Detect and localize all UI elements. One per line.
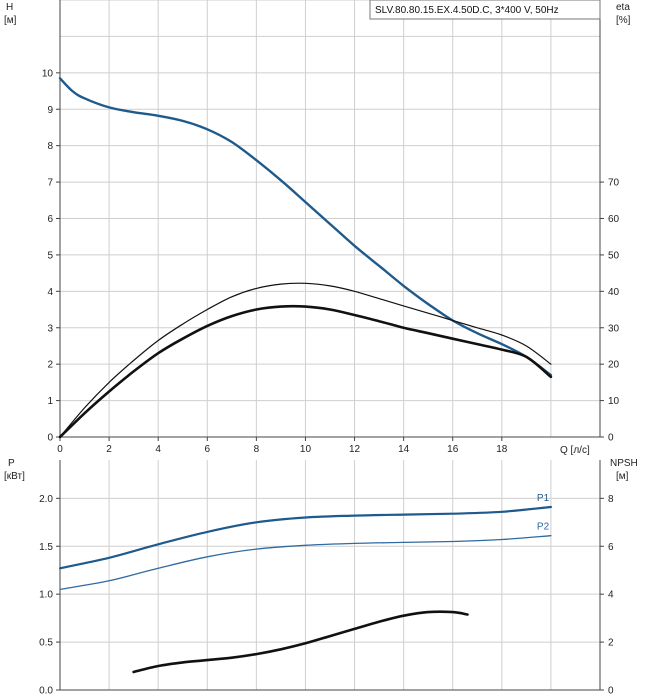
y-tick-label: 1.0 [39,590,53,601]
x-tick-label: 4 [155,444,161,455]
y2-tick-label: 70 [608,178,620,189]
title-box [369,0,601,20]
y-tick-label: 5 [47,250,53,261]
y-tick-label: 8 [47,141,53,152]
series-eta2-line [58,304,553,439]
series-p2-label: P2 [537,522,550,533]
power-npsh-chart: 0.0 0.5 1.0 1.5 2.0 0 2 4 6 8 P1 P2 P [кВт] NPSH [… [4,458,638,697]
bottom-grid [59,460,601,691]
y-tick-label: 1.5 [39,542,53,553]
x-tick-label: 0 [57,444,63,455]
top-series [58,77,553,439]
eta-axis-label: eta [616,2,630,13]
y2-tick-label: 40 [608,287,620,298]
y-tick-label: 0.0 [39,686,53,697]
y-tick-label: 2.0 [39,494,53,505]
y-tick-label: 10 [42,68,54,79]
y-tick-label: 1 [47,396,53,407]
y2-tick-label: 4 [608,590,614,601]
series-p1-line [58,505,552,570]
y-tick-label: 9 [47,105,53,116]
series-h-line [58,77,553,377]
y2-tick-label: 20 [608,360,620,371]
y2-tick-label: 10 [608,396,620,407]
series-eta1-line [59,282,552,438]
y-tick-label: 0 [47,433,53,444]
y2-tick-label: 0 [608,686,614,697]
npsh-axis-label: NPSH [610,458,638,469]
h-axis-unit: [м] [4,15,17,26]
y-tick-label: 3 [47,323,53,334]
y2-tick-label: 2 [608,638,614,649]
p-axis-label: P [8,458,15,469]
y2-tick-label: 6 [608,542,614,553]
x-tick-label: 18 [496,444,508,455]
p-axis-unit: [кВт] [4,471,25,482]
x-tick-label: 14 [398,444,410,455]
top-grid [59,0,601,438]
bottom-tick-labels: 0.0 0.5 1.0 1.5 2.0 0 2 4 6 8 [39,494,614,697]
q-axis-label: Q [л/с] [560,445,590,456]
y-tick-label: 7 [47,178,53,189]
eta-axis-unit: [%] [616,15,631,26]
series-p2-line [59,535,552,591]
y-tick-label: 4 [47,287,53,298]
x-tick-label: 12 [349,444,361,455]
bottom-series: P1 P2 [58,493,552,674]
y-tick-label: 0.5 [39,638,53,649]
y2-tick-label: 0 [608,433,614,444]
y2-tick-label: 60 [608,214,620,225]
y-tick-label: 6 [47,214,53,225]
x-tick-label: 2 [106,444,112,455]
x-tick-label: 8 [254,444,260,455]
y2-tick-label: 50 [608,250,620,261]
y2-tick-label: 30 [608,323,620,334]
npsh-axis-unit: [м] [616,471,629,482]
chart-title: SLV.80.80.15.EX.4.50D.C, 3*400 V, 50Hz [375,5,559,16]
series-npsh-line [132,610,469,674]
x-tick-label: 10 [300,444,312,455]
h-axis-label: H [6,2,13,13]
x-tick-label: 6 [204,444,210,455]
y-tick-label: 2 [47,360,53,371]
x-tick-label: 16 [447,444,459,455]
series-p1-label: P1 [537,493,550,504]
y2-tick-label: 8 [608,494,614,505]
